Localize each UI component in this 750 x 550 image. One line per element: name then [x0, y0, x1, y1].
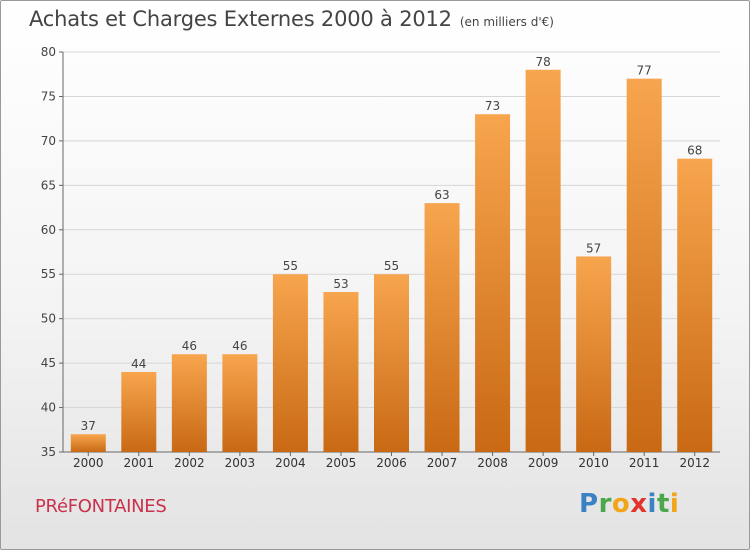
logo-letter: r [598, 489, 612, 519]
bar [70, 434, 106, 452]
bar-value-label: 63 [434, 188, 449, 202]
bar-value-label: 55 [283, 259, 298, 273]
bar [121, 372, 157, 452]
y-tick-label: 40 [41, 401, 56, 415]
bar-value-label: 37 [81, 419, 96, 433]
x-tick-label: 2008 [477, 456, 508, 470]
x-tick-label: 2002 [174, 456, 205, 470]
y-tick-label: 75 [41, 89, 56, 103]
y-tick-label: 70 [41, 134, 56, 148]
logo-letter: t [656, 489, 670, 519]
bar [272, 274, 308, 452]
logo-letter: i [669, 489, 680, 519]
x-tick-label: 2011 [629, 456, 660, 470]
bar [576, 256, 612, 452]
x-tick-label: 2000 [73, 456, 104, 470]
chart-title-text: Achats et Charges Externes 2000 à 2012 [29, 7, 452, 31]
labels: 35 40 45 50 55 60 65 70 75 80 37 2000 44 2001 46 2002 46… [41, 45, 710, 470]
bar-value-label: 57 [586, 241, 601, 255]
bar-value-label: 53 [333, 277, 348, 291]
bar [525, 69, 561, 453]
bar [222, 354, 258, 452]
y-tick-label: 80 [41, 45, 56, 59]
x-tick-label: 2006 [376, 456, 407, 470]
bar-value-label: 55 [384, 259, 399, 273]
y-tick-label: 50 [41, 312, 56, 326]
x-tick-label: 2012 [679, 456, 710, 470]
bar-value-label: 77 [637, 64, 652, 78]
city-name: PRéFONTAINES [35, 496, 167, 517]
y-tick-label: 45 [41, 356, 56, 370]
x-tick-label: 2005 [326, 456, 357, 470]
bar [424, 203, 460, 452]
bar [323, 292, 359, 452]
bar [374, 274, 409, 452]
y-tick-label: 35 [41, 445, 56, 459]
x-tick-label: 2003 [225, 456, 256, 470]
proxiti-logo: Proxiti [579, 489, 679, 519]
bar [677, 158, 713, 452]
y-tick-label: 65 [41, 178, 56, 192]
bar-value-label: 78 [535, 55, 550, 69]
bar [475, 114, 511, 452]
x-tick-label: 2010 [578, 456, 609, 470]
bar [626, 78, 662, 453]
logo-letter: P [579, 489, 599, 519]
bar-value-label: 68 [687, 144, 702, 158]
x-tick-label: 2009 [528, 456, 559, 470]
bars [70, 69, 713, 453]
logo-letter: i [647, 489, 657, 519]
bar [171, 354, 207, 452]
x-tick-label: 2004 [275, 456, 306, 470]
bar-value-label: 73 [485, 99, 500, 113]
x-tick-label: 2001 [124, 456, 155, 470]
y-tick-label: 55 [41, 267, 56, 281]
x-tick-label: 2007 [427, 456, 458, 470]
y-tick-label: 60 [41, 223, 56, 237]
bar-value-label: 46 [232, 339, 247, 353]
chart-unit-label: (en milliers d'€) [459, 15, 554, 29]
bar-value-label: 46 [182, 339, 197, 353]
logo-letter: x [630, 489, 648, 519]
chart-title: Achats et Charges Externes 2000 à 2012 (e… [29, 7, 554, 31]
logo-letter: o [611, 489, 631, 519]
bar-value-label: 44 [131, 357, 146, 371]
